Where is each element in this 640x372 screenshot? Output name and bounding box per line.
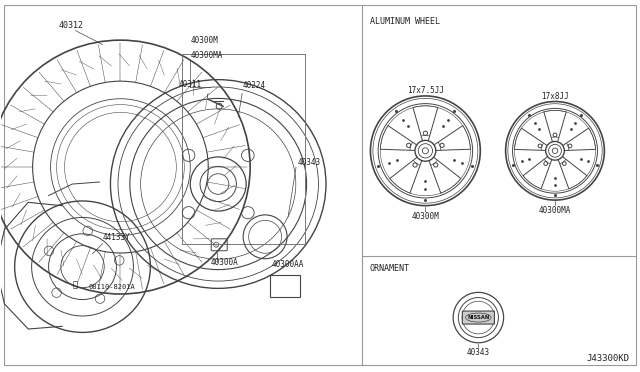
- Text: 40300A: 40300A: [210, 258, 238, 267]
- Text: 44133Y: 44133Y: [102, 233, 130, 242]
- Text: 40224: 40224: [242, 81, 266, 90]
- Text: 40343: 40343: [298, 158, 321, 167]
- Text: 40311: 40311: [179, 80, 202, 89]
- Text: Ⓑ: Ⓑ: [72, 280, 77, 290]
- Text: 40300M: 40300M: [412, 212, 439, 221]
- Text: NISSAN: NISSAN: [467, 315, 490, 320]
- Text: 40343: 40343: [467, 348, 490, 357]
- Text: 40300M: 40300M: [190, 36, 218, 45]
- Bar: [270, 275, 300, 296]
- Text: ALUMINUM WHEEL: ALUMINUM WHEEL: [370, 17, 440, 26]
- Text: 40300MA: 40300MA: [539, 206, 571, 215]
- Text: 40300AA: 40300AA: [272, 260, 305, 269]
- Text: 17x7.5JJ: 17x7.5JJ: [407, 86, 444, 95]
- Text: ORNAMENT: ORNAMENT: [370, 264, 410, 273]
- FancyBboxPatch shape: [462, 311, 495, 324]
- Text: 40300MA: 40300MA: [190, 51, 223, 61]
- Text: J43300KD: J43300KD: [586, 355, 629, 363]
- Text: 40312: 40312: [59, 20, 84, 30]
- Text: 08110-8201A: 08110-8201A: [88, 283, 135, 290]
- Text: 17x8JJ: 17x8JJ: [541, 92, 569, 100]
